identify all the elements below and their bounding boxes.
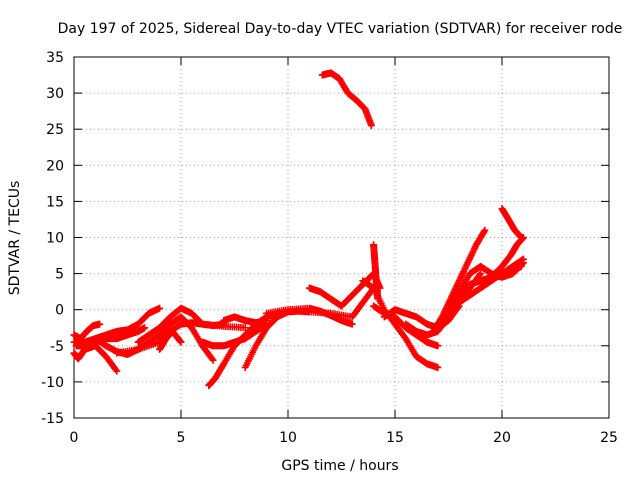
series-arc-7	[134, 304, 249, 346]
x-tick-label: 5	[177, 430, 186, 446]
y-axis-label: SDTVAR / TECUs	[7, 181, 23, 296]
series-arc-8	[156, 327, 185, 353]
data-point	[348, 320, 356, 328]
series-arc-1	[70, 320, 104, 343]
data-point	[141, 324, 149, 332]
data-point	[517, 234, 525, 241]
y-tick-label: 35	[46, 50, 64, 66]
x-tick-label: 15	[386, 430, 404, 446]
data-point	[263, 317, 271, 325]
data-point	[519, 255, 527, 263]
data-points	[70, 69, 527, 390]
y-tick-label: 30	[46, 86, 64, 102]
data-point	[209, 356, 217, 364]
y-tick-label: 5	[55, 267, 64, 283]
grid-lines	[74, 57, 609, 418]
y-tick-label: 25	[46, 122, 64, 138]
data-point	[96, 320, 104, 328]
data-point	[113, 367, 121, 375]
data-point	[208, 355, 216, 363]
data-point	[367, 122, 375, 130]
series-arc-11	[220, 313, 271, 327]
data-point	[177, 338, 185, 346]
data-point	[434, 342, 442, 350]
data-point	[176, 337, 184, 345]
y-axis-ticks: -15 -10 -5 0 5 10 15 20 25 30 35	[41, 50, 609, 427]
data-point	[434, 363, 442, 371]
series-arc-23	[445, 259, 527, 310]
y-tick-label: -5	[50, 339, 64, 355]
series-arc-15	[318, 69, 375, 130]
y-tick-label: 20	[46, 158, 64, 174]
x-axis-ticks: 0 5 10 15 20 25	[70, 57, 618, 446]
y-tick-label: 15	[46, 194, 64, 210]
data-point	[112, 366, 120, 374]
x-tick-label: 10	[279, 430, 297, 446]
series-arc-13	[263, 304, 356, 328]
data-point	[476, 271, 484, 279]
series-arc-2	[70, 342, 121, 375]
y-tick-label: 10	[46, 231, 64, 247]
x-tick-label: 20	[493, 430, 511, 446]
y-tick-label: -10	[41, 375, 64, 391]
series-arc-26	[498, 205, 525, 241]
y-tick-label: 0	[55, 303, 64, 319]
y-tick-label: -15	[41, 411, 64, 427]
data-point	[241, 324, 249, 332]
data-point	[156, 304, 164, 312]
data-point	[477, 270, 485, 278]
data-point	[481, 226, 489, 234]
data-point	[480, 228, 488, 236]
x-tick-label: 25	[600, 430, 618, 446]
chart-title: Day 197 of 2025, Sidereal Day-to-day VTE…	[58, 21, 623, 37]
series-arc-21	[430, 226, 489, 335]
x-axis-label: GPS time / hours	[281, 458, 398, 474]
x-tick-label: 0	[70, 430, 79, 446]
data-point	[197, 319, 205, 327]
